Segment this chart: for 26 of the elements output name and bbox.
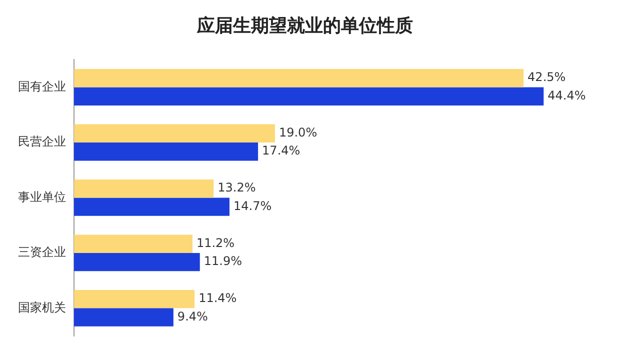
data-label: 9.4% (177, 309, 208, 324)
data-label: 14.7% (233, 198, 272, 213)
bar (74, 198, 230, 216)
y-tick-label: 三资企业 (18, 245, 66, 260)
y-tick-label: 国有企业 (18, 79, 66, 94)
data-label: 42.5% (528, 70, 566, 84)
bar (74, 290, 195, 308)
data-label: 11.4% (198, 291, 237, 306)
bar (74, 87, 544, 106)
bar (74, 234, 192, 253)
data-label: 11.9% (204, 254, 242, 268)
y-tick-label: 事业单位 (18, 190, 66, 204)
data-label: 17.4% (262, 144, 300, 158)
data-label: 19.0% (278, 125, 318, 140)
bar (74, 124, 275, 142)
data-label: 44.4% (548, 88, 586, 102)
bar (74, 308, 174, 326)
y-tick-label: 民营企业 (18, 134, 66, 149)
data-label: 13.2% (218, 180, 256, 195)
bar (74, 252, 200, 272)
bar (74, 68, 524, 88)
chart-title: 应届生期望就业的单位性质 (196, 15, 413, 36)
bar (74, 179, 214, 198)
data-label: 11.2% (196, 236, 235, 250)
y-tick-label: 国家机关 (18, 300, 66, 314)
bar (74, 142, 258, 161)
